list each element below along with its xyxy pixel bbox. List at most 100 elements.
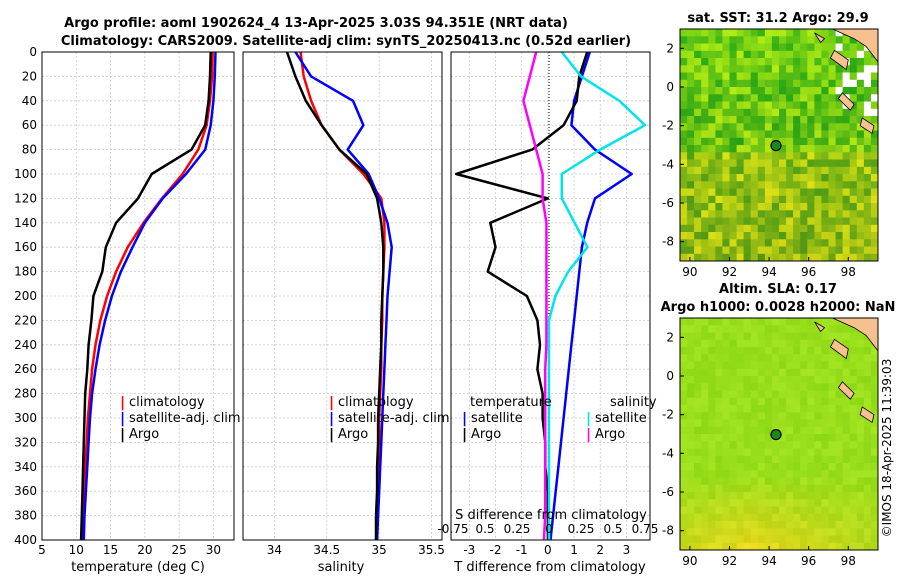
map-cell xyxy=(736,217,745,226)
map-cell xyxy=(722,542,730,551)
map-cell xyxy=(736,29,745,37)
map-cell xyxy=(680,79,688,88)
map-cell xyxy=(687,528,695,536)
map-cell xyxy=(835,354,844,362)
map-cell xyxy=(793,470,801,478)
map-cell xyxy=(800,434,808,442)
map-cell xyxy=(863,116,872,124)
map-cell xyxy=(722,528,730,536)
map-cell xyxy=(779,188,787,197)
map-cell xyxy=(694,253,702,262)
map-cell xyxy=(821,477,829,486)
map-cell xyxy=(807,130,815,139)
map-cell xyxy=(750,419,759,428)
map-cell xyxy=(708,65,716,73)
map-cell xyxy=(680,58,688,66)
map-cell xyxy=(771,29,780,37)
map-cell xyxy=(821,332,829,341)
map-cell xyxy=(687,484,695,493)
map-cell xyxy=(708,210,716,218)
map-cell xyxy=(807,477,815,486)
map-cell xyxy=(743,130,752,139)
map-cell xyxy=(687,130,695,139)
map-cell xyxy=(687,376,695,384)
map-cell xyxy=(743,318,752,326)
map-cell xyxy=(701,318,709,326)
map-cell xyxy=(701,448,709,457)
map-cell xyxy=(708,79,716,88)
map-cell xyxy=(757,36,766,44)
map-cell xyxy=(842,130,851,139)
map-cell xyxy=(856,463,865,471)
map-cell xyxy=(736,239,745,247)
map-cell xyxy=(729,383,737,391)
map-cell xyxy=(870,390,879,399)
map-cell xyxy=(821,108,829,117)
map-cell xyxy=(800,397,808,406)
map-cell xyxy=(849,484,858,493)
map-cell xyxy=(863,108,872,117)
map-cell xyxy=(708,94,716,102)
map-cell xyxy=(729,65,737,73)
map-cell xyxy=(793,405,801,413)
map-cell xyxy=(687,94,695,102)
map-cell xyxy=(722,513,730,522)
depth-tick-label: 220 xyxy=(14,313,37,327)
map-cell xyxy=(750,542,759,551)
map-cell xyxy=(771,361,780,370)
map-cell xyxy=(680,492,688,500)
map-cell xyxy=(680,159,688,168)
map-cell xyxy=(729,166,737,175)
map-cell xyxy=(722,376,730,384)
map-cell xyxy=(856,79,865,88)
map-cell xyxy=(800,405,808,413)
map-cell xyxy=(849,426,858,435)
map-cell xyxy=(715,203,723,211)
legend-label-satellite: satellite-adj. clim xyxy=(129,411,241,426)
map-cell xyxy=(743,368,752,377)
map-cell xyxy=(842,152,851,160)
map-cell xyxy=(764,383,773,391)
map-cell xyxy=(807,506,815,515)
map-cell xyxy=(870,224,879,233)
land-island xyxy=(829,49,849,71)
map-cell xyxy=(715,137,723,146)
map-cell xyxy=(856,224,865,233)
map-cell xyxy=(736,354,745,362)
map-cell xyxy=(779,448,787,457)
legend-swatch-t-satellite: | xyxy=(462,411,467,427)
map-cell xyxy=(870,232,879,240)
map-cell xyxy=(750,361,759,370)
map-cell xyxy=(743,339,752,348)
map-cell xyxy=(849,521,858,529)
map-cell xyxy=(814,492,822,500)
map-x-tick-label: 92 xyxy=(722,554,737,568)
map-cell xyxy=(786,145,794,153)
map-cell xyxy=(863,477,872,486)
map-cell xyxy=(821,383,829,391)
map-cell xyxy=(743,87,752,95)
map-cell xyxy=(786,203,794,211)
map-cell xyxy=(771,521,780,529)
map-cell xyxy=(814,239,822,247)
map-cell xyxy=(793,159,801,168)
map-cell xyxy=(814,36,822,44)
map-cell xyxy=(757,405,766,413)
map-cell xyxy=(821,246,829,255)
map-cell xyxy=(680,181,688,189)
map-cell xyxy=(757,253,766,262)
map-cell xyxy=(729,101,737,110)
map-cell xyxy=(687,145,695,153)
map-cell xyxy=(821,434,829,442)
map-cell xyxy=(701,159,709,168)
map-cell xyxy=(835,232,844,240)
map-cell xyxy=(722,50,730,59)
map-cell xyxy=(849,87,858,95)
map-cell xyxy=(750,87,759,95)
map-cell xyxy=(835,492,844,500)
map-cell xyxy=(835,455,844,464)
map-cell xyxy=(800,499,808,507)
map-cell xyxy=(800,535,808,544)
map-cell xyxy=(715,152,723,160)
map-cell xyxy=(771,368,780,377)
